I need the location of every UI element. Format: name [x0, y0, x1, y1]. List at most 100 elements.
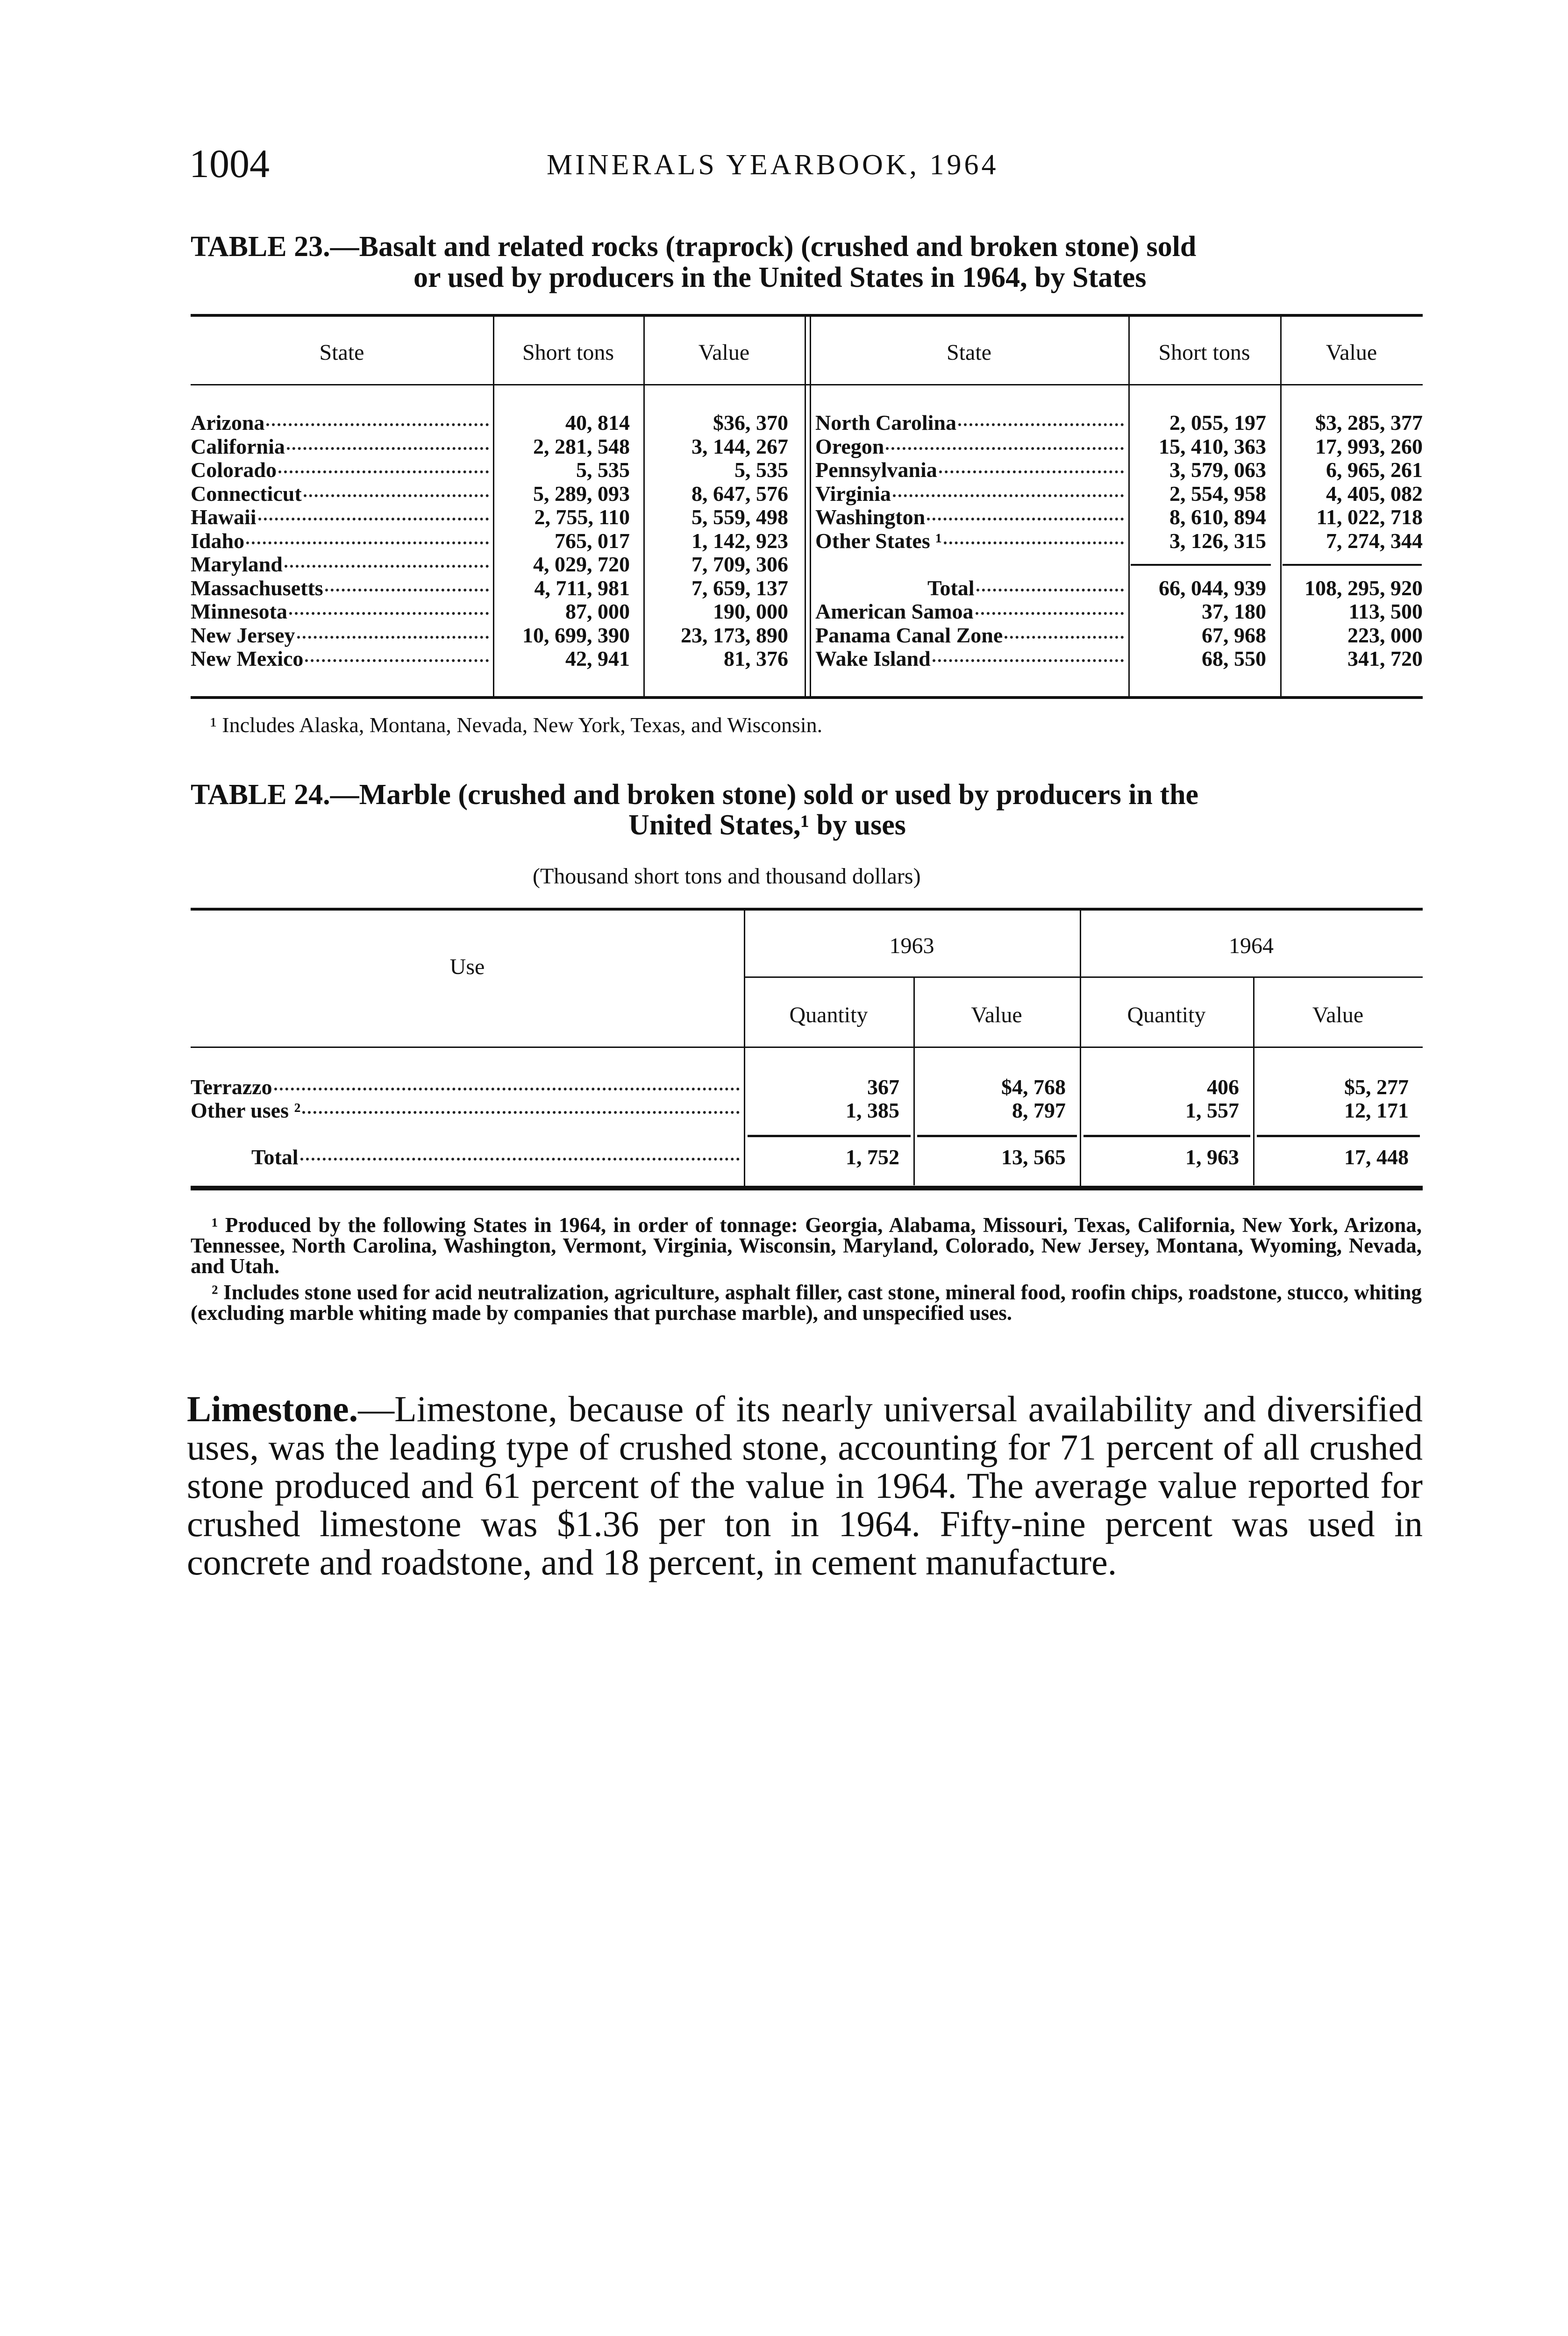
table23-left-row-tons: 4, 711, 981 [534, 576, 630, 600]
column-divider [1080, 910, 1081, 1188]
table23-right-row-state: Other States ¹ [815, 529, 1124, 553]
table23-left-row-tons: 2, 281, 548 [533, 434, 630, 458]
body-paragraph: Limestone.—Limestone, because of its nea… [187, 1390, 1423, 1581]
page-number: 1004 [189, 141, 270, 186]
stub-label: Minnesota [191, 600, 287, 623]
table23-right-row-value: 6, 965, 261 [1326, 458, 1423, 482]
table24-subheader-2: Quantity [1127, 1003, 1206, 1027]
table24-total-rule [748, 1135, 911, 1137]
table23-right-row-tons: 37, 180 [1202, 599, 1266, 623]
stub-label: Panama Canal Zone [815, 623, 1003, 647]
table24-footnote-2: ² Includes stone used for acid neutraliz… [191, 1281, 1422, 1325]
stub-label: Washington [815, 506, 926, 529]
table23-left-row-state: New Mexico [191, 647, 489, 671]
stub-label: Pennsylvania [815, 458, 937, 482]
table24-row-cell: 12, 171 [1344, 1098, 1409, 1122]
table23-left-row-value: 7, 709, 306 [691, 552, 788, 576]
table24-row-use: Terrazzo [191, 1075, 740, 1099]
table23-right-row-tons: 8, 610, 894 [1169, 505, 1266, 529]
table23-title-line1: TABLE 23.—Basalt and related rocks (trap… [191, 231, 1197, 263]
table23-left-row-value: 3, 144, 267 [691, 434, 788, 458]
stub-label: Terrazzo [191, 1075, 272, 1099]
table24-total-rule [1257, 1135, 1420, 1137]
table24-title-line1: TABLE 24.—Marble (crushed and broken sto… [191, 779, 1199, 811]
dot-leader [927, 518, 1124, 520]
table24-total-rule [917, 1135, 1077, 1137]
dot-leader [932, 659, 1124, 662]
table23-left-row-tons: 765, 017 [555, 528, 630, 553]
column-divider [643, 315, 645, 698]
stub-label: American Samoa [815, 600, 974, 623]
dot-leader [944, 541, 1124, 544]
table23-right-row-value: 223, 000 [1347, 623, 1423, 647]
table24-footnote-1: ¹ Produced by the following States in 19… [191, 1213, 1422, 1278]
table23-left-row-value: 7, 659, 137 [691, 576, 788, 600]
table23-right-row-value: 4, 405, 082 [1326, 481, 1423, 506]
table23-left-row-value: 5, 559, 498 [691, 505, 788, 529]
column-divider [1128, 315, 1130, 698]
column-divider [744, 910, 745, 1188]
table23-right-row-tons: 68, 550 [1202, 647, 1266, 670]
table24-row-cell: 1, 752 [846, 1145, 899, 1169]
dot-leader [958, 423, 1124, 426]
table23-right-row-value: 11, 022, 718 [1316, 505, 1423, 529]
table24-subtitle: (Thousand short tons and thousand dollar… [533, 864, 921, 889]
table23-right-row-tons: 2, 554, 958 [1169, 481, 1266, 506]
table23-left-row-value: 8, 647, 576 [691, 481, 788, 506]
dot-leader [325, 588, 489, 591]
table23-right-row-value: 17, 993, 260 [1315, 434, 1423, 458]
table23-right-row-state: Total [815, 577, 1124, 600]
stub-label: Virginia [815, 482, 891, 506]
column-divider [805, 315, 806, 698]
stub-label: Massachusetts [191, 576, 323, 600]
table23-right-row-state: American Samoa [815, 600, 1124, 624]
table23-right-row-tons: 66, 044, 939 [1159, 576, 1266, 600]
stub-label: Idaho [191, 529, 245, 553]
table23-right-row-state: Pennsylvania [815, 458, 1124, 482]
limestone-heading: Limestone. [187, 1389, 358, 1429]
table23-right-row-value: 7, 274, 344 [1326, 528, 1423, 553]
dot-leader [976, 588, 1124, 591]
table23-right-row-value: $3, 285, 377 [1315, 411, 1423, 434]
stub-label: Connecticut [191, 482, 302, 506]
table23-left-row-tons: 4, 029, 720 [533, 552, 630, 576]
table23-right-row-tons: 3, 579, 063 [1169, 458, 1266, 482]
table24-year-1963: 1963 [889, 933, 934, 958]
table23-header-0: State [319, 340, 364, 365]
stub-label: Colorado [191, 458, 277, 482]
table23-left-row-state: Idaho [191, 529, 489, 553]
table23-right-row-value: 108, 295, 920 [1304, 576, 1423, 600]
table24-row-cell: 1, 557 [1185, 1098, 1239, 1122]
table24-subheader-3: Value [1312, 1003, 1364, 1027]
column-divider [493, 315, 494, 698]
stub-label: New Jersey [191, 623, 295, 647]
table24-header-rule [191, 1047, 1423, 1048]
stub-label: California [191, 434, 285, 458]
dot-leader [286, 447, 489, 450]
limestone-text: —Limestone, because of its nearly univer… [187, 1389, 1423, 1582]
dot-leader [975, 612, 1124, 615]
table23-header-5: Value [1326, 340, 1377, 365]
table23-left-row-state: Maryland [191, 553, 489, 577]
table23-right-row-state: Oregon [815, 435, 1124, 459]
stub-label: Maryland [191, 553, 283, 576]
table23-right-row-state: Wake Island [815, 647, 1124, 671]
table24-top-rule [191, 908, 1423, 911]
table23-right-row-value: 341, 720 [1347, 647, 1423, 670]
dot-leader [300, 1158, 740, 1161]
table23-left-row-state: Colorado [191, 458, 489, 482]
dot-leader [305, 659, 489, 662]
table23-header-rule [191, 384, 1423, 385]
stub-label: Other States ¹ [815, 529, 942, 553]
table24-row-cell: 1, 385 [846, 1098, 899, 1122]
table23-left-row-state: California [191, 435, 489, 459]
table23-left-row-state: New Jersey [191, 624, 489, 648]
stub-label: Oregon [815, 434, 884, 458]
stub-label: Total [927, 576, 975, 600]
table24-title-line2: United States,¹ by uses [628, 809, 906, 841]
table23-header-4: Short tons [1158, 340, 1250, 365]
table24-row-cell: 367 [867, 1075, 899, 1099]
table23-left-row-tons: 2, 755, 110 [534, 505, 630, 529]
dot-leader [258, 518, 489, 520]
dot-leader [284, 565, 489, 568]
